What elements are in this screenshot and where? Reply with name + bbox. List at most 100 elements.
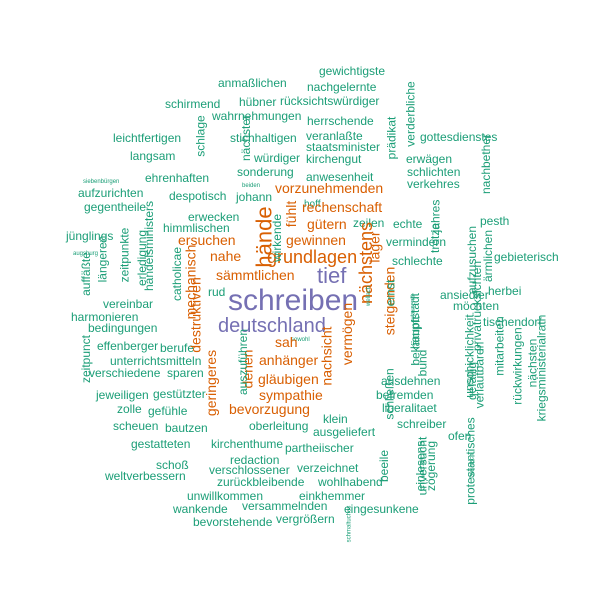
word: tief [317, 263, 347, 288]
word: rud [208, 285, 226, 299]
word: gläubigen [258, 371, 319, 387]
word: ausdehnen [381, 374, 441, 388]
word: anhänger [259, 352, 319, 368]
word: bund [415, 349, 430, 377]
word: despotisch [169, 189, 227, 203]
word: geringeres [203, 349, 220, 417]
word: pesth [480, 214, 510, 228]
word: bevorzugung [229, 401, 310, 417]
word: bautzen [165, 421, 208, 435]
word: bevorstehende [193, 515, 273, 529]
word: oberleitung [249, 419, 309, 433]
word: beeile [377, 449, 392, 483]
word: eingesunkene [344, 502, 419, 516]
word: ehrenhaften [145, 171, 210, 185]
word: beiden [242, 183, 261, 189]
word: lateinisch [469, 453, 476, 479]
word: würdiger [254, 151, 301, 165]
word: bedingungen [88, 321, 158, 335]
word: vereinbar [103, 297, 154, 311]
word: wahrnehmungen [212, 109, 302, 123]
word: grundlagen [267, 247, 358, 267]
word: ausgeliefert [313, 425, 376, 439]
word: sonderung [237, 165, 294, 179]
word: einkhemmer [299, 489, 366, 503]
word: leichtfertigen [113, 131, 182, 145]
word: staatsminister [306, 140, 381, 154]
word: jünglings [66, 229, 114, 243]
word: tischendorf [483, 315, 542, 329]
word: sämmtlichen [216, 267, 295, 283]
word: zeilen [353, 216, 385, 230]
word: erwägen [406, 152, 453, 166]
word: ersuchen [178, 232, 236, 248]
word: gütern [307, 216, 347, 232]
word: ernst [383, 279, 398, 307]
word: schreiber [397, 417, 447, 431]
word: verzeichnet [297, 461, 359, 475]
word: sowohl [291, 337, 310, 343]
word: schreiben [228, 284, 359, 317]
word: zurückbleibende [217, 475, 305, 489]
word: schlage [193, 115, 208, 157]
word: schmaltuches [346, 505, 353, 543]
word: gestatteten [131, 437, 191, 451]
word: schlechte [392, 254, 443, 268]
word: wellach [366, 285, 373, 307]
word: möchten [453, 299, 500, 313]
word: erwecken [188, 210, 240, 224]
word: klein [323, 412, 348, 426]
word: unterrichtsmitteln [110, 354, 202, 368]
word: vermindern [386, 235, 447, 249]
word: echte [393, 217, 423, 231]
word: wankende [173, 502, 228, 516]
word: fühlt [283, 200, 300, 228]
word: effenberger [97, 339, 159, 353]
word: gottesdienstes [420, 130, 498, 144]
word: berufe [160, 341, 195, 355]
word: schirmend [165, 97, 221, 111]
word: vergrößern [276, 512, 335, 526]
word: verkehres [407, 177, 460, 191]
word: befremden [376, 388, 434, 402]
word: nahe [210, 248, 242, 264]
word: zolle [117, 402, 142, 416]
word: gewichtigste [319, 64, 386, 78]
word: lager [366, 231, 383, 263]
word: gefällig [465, 361, 480, 401]
word: nächster [239, 114, 254, 162]
word: catholicae [170, 246, 185, 302]
word: zeitpunct [79, 334, 94, 384]
word: schlichten [407, 165, 461, 179]
word: schließen [382, 368, 397, 420]
word: vermögen [339, 302, 356, 366]
word: stichhaltigen [230, 131, 297, 145]
word: ofen [448, 429, 472, 443]
word: wohlhabend [318, 475, 383, 489]
word: auffäßte [78, 252, 93, 296]
word: himmlischen [163, 221, 230, 235]
word: zögerung [424, 440, 439, 492]
word: verschiedene [89, 366, 161, 380]
word: gewinnen [286, 232, 346, 248]
word: nachsicht [318, 326, 335, 386]
word: gefühle [148, 404, 188, 418]
word: unwillkommen [187, 489, 264, 503]
word: auszuführen [236, 328, 251, 396]
word: nachbether [479, 133, 494, 195]
word: hoff [304, 199, 321, 210]
word: sah [275, 334, 298, 350]
word: kirchengut [306, 152, 362, 166]
word: redaction [230, 453, 280, 467]
word: johann [236, 190, 273, 204]
word: nachgelernte [307, 80, 377, 94]
word: scheuen [113, 419, 159, 433]
word: weltverbessern [105, 469, 186, 483]
word: jeweiligen [96, 388, 149, 402]
word: anmaßlichen [218, 76, 287, 90]
word: herrschende [307, 114, 374, 128]
word: prädikat [384, 116, 399, 160]
word: trotze [428, 222, 443, 254]
word: augsburg [73, 251, 99, 257]
